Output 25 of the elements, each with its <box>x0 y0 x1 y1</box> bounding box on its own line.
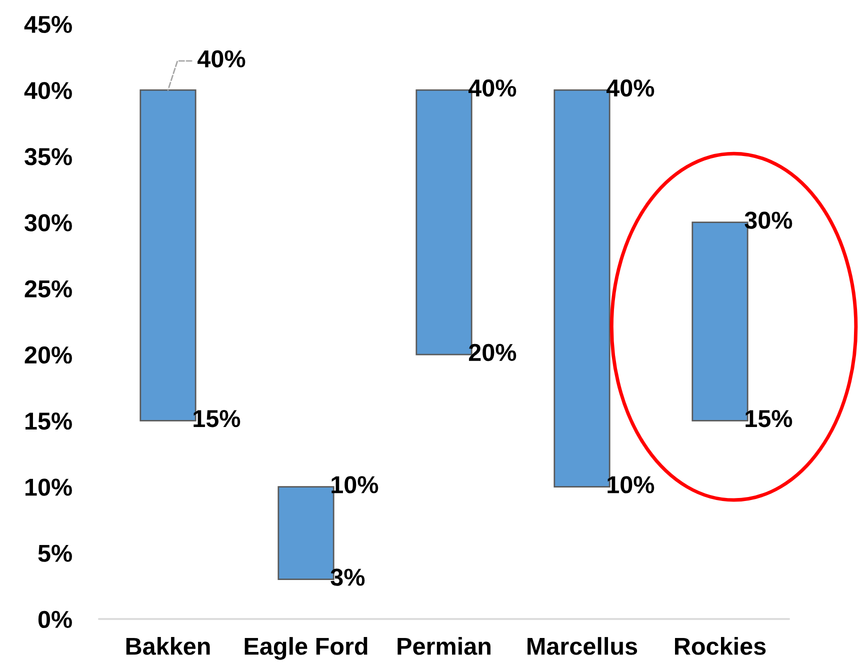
annotation: 3% <box>330 568 365 586</box>
y-tick-label: 0% <box>38 610 72 628</box>
annotation: 10% <box>332 476 378 494</box>
y-tick-label: 10% <box>25 478 72 496</box>
x-tick-label: Rockies <box>675 637 766 655</box>
x-tick-label: Eagle Ford <box>244 637 368 660</box>
y-tick-label: 15% <box>25 412 72 430</box>
x-tick-label: Permian <box>398 637 490 655</box>
x-tick-label: Marcellus <box>528 637 638 655</box>
annotation: 40% <box>606 79 654 97</box>
y-tick-label: 35% <box>24 148 72 166</box>
y-tick-label: 45% <box>24 16 72 34</box>
annotation: 10% <box>608 476 654 494</box>
y-tick-label: 25% <box>24 280 72 298</box>
annotation: 40% <box>468 79 516 97</box>
annotation: 30% <box>744 212 792 229</box>
annotation: 20% <box>468 344 516 362</box>
y-tick-label: 40% <box>24 82 72 100</box>
annotation: 15% <box>194 410 240 428</box>
annotation: 40% <box>198 50 246 68</box>
annotation: 15% <box>746 410 792 428</box>
x-tick-label: Bakken <box>126 637 210 655</box>
y-tick-label: 20% <box>24 346 72 364</box>
y-tick-label: 30% <box>24 214 72 232</box>
y-tick-label: 5% <box>38 544 72 562</box>
